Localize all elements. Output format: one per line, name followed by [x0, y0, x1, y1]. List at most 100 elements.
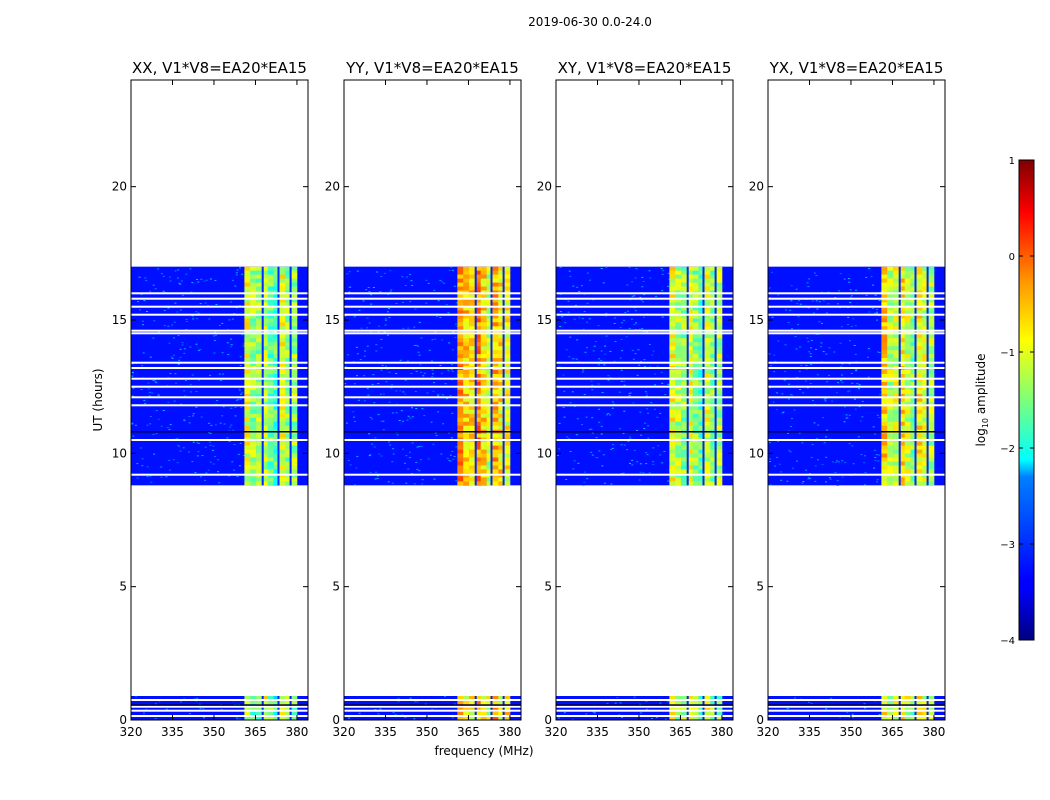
band-cell: [904, 712, 911, 717]
band-cell: [474, 342, 482, 347]
band-cell: [916, 282, 923, 287]
band-cell: [273, 282, 280, 287]
band-cell: [710, 417, 717, 423]
band-cell: [498, 382, 505, 387]
noise-pixel: [200, 416, 203, 418]
band-cell: [916, 374, 923, 379]
noise-pixel: [585, 713, 588, 715]
band-cell: [893, 346, 900, 351]
band-cell: [267, 338, 274, 343]
noise-pixel: [404, 285, 407, 286]
band-cell: [692, 465, 699, 470]
band-cell: [474, 696, 482, 701]
figure-title: 2019-06-30 0.0-24.0: [528, 15, 652, 29]
noise-pixel: [568, 270, 571, 272]
band-cell: [910, 374, 917, 379]
noise-pixel: [786, 480, 789, 482]
flagged-row: [131, 297, 308, 300]
band-cell: [698, 350, 705, 355]
band-cell: [692, 370, 699, 375]
band-cell: [492, 326, 499, 331]
noise-pixel: [773, 371, 776, 373]
band-cell: [686, 374, 694, 379]
flagged-row: [768, 385, 945, 388]
band-cell: [261, 449, 269, 454]
band-cell: [922, 716, 929, 720]
band-cell: [716, 461, 723, 466]
noise-pixel: [448, 460, 451, 461]
band-cell: [710, 278, 717, 283]
colorbar-label: log10 amplitude: [974, 354, 990, 447]
band-cell: [273, 334, 280, 339]
band-cell: [916, 350, 923, 355]
noise-pixel: [769, 387, 772, 389]
band-cell: [916, 270, 923, 275]
band-cell: [504, 461, 511, 466]
band-cell: [916, 421, 923, 427]
noise-pixel: [593, 712, 596, 714]
noise-pixel: [381, 364, 384, 366]
band-cell: [686, 449, 694, 454]
band-cell: [916, 306, 923, 311]
band-cell: [898, 433, 906, 438]
dark-channel: [502, 696, 505, 720]
band-cell: [273, 425, 280, 431]
noise-pixel: [614, 702, 617, 704]
noise-pixel: [604, 353, 607, 355]
noise-pixel: [425, 279, 428, 281]
band-cell: [486, 322, 493, 327]
band-cell: [469, 461, 476, 466]
band-cell: [692, 342, 699, 347]
band-cell: [887, 453, 894, 458]
band-cell: [928, 362, 935, 367]
band-cell: [261, 409, 269, 415]
flagged-row: [556, 473, 733, 476]
noise-pixel: [380, 338, 383, 340]
band-cell: [492, 465, 499, 470]
band-cell: [904, 318, 911, 323]
y-tick-label: 20: [537, 180, 552, 194]
noise-pixel: [845, 414, 848, 416]
noise-pixel: [188, 415, 191, 417]
band-cell: [887, 274, 894, 279]
band-cell: [291, 350, 298, 355]
band-cell: [474, 457, 482, 462]
noise-pixel: [569, 402, 572, 404]
band-cell: [457, 425, 464, 431]
band-cell: [463, 298, 470, 303]
band-cell: [698, 278, 705, 283]
band-cell: [291, 342, 298, 347]
band-cell: [686, 378, 694, 383]
noise-pixel: [395, 390, 398, 392]
noise-pixel: [200, 476, 202, 478]
band-cell: [922, 306, 929, 311]
band-cell: [686, 457, 694, 462]
band-cell: [669, 397, 676, 403]
noise-pixel: [372, 374, 375, 376]
band-cell: [887, 417, 894, 423]
band-cell: [686, 425, 694, 431]
band-cell: [492, 421, 499, 427]
band-cell: [893, 378, 900, 383]
band-cell: [710, 306, 717, 311]
noise-pixel: [633, 307, 636, 309]
band-cell: [898, 385, 906, 391]
band-cell: [904, 350, 911, 355]
noise-pixel: [221, 352, 224, 354]
band-cell: [686, 417, 694, 423]
band-cell: [250, 457, 257, 462]
y-tick-label: 0: [756, 713, 764, 727]
band-cell: [686, 326, 694, 331]
band-cell: [463, 338, 470, 343]
band-cell: [686, 465, 694, 470]
noise-pixel: [848, 281, 851, 283]
band-cell: [469, 346, 476, 351]
noise-pixel: [376, 478, 379, 479]
noise-pixel: [177, 363, 180, 365]
band-cell: [893, 441, 900, 446]
band-cell: [291, 449, 298, 454]
noise-pixel: [154, 703, 157, 705]
band-cell: [486, 401, 493, 407]
band-cell: [716, 389, 723, 395]
